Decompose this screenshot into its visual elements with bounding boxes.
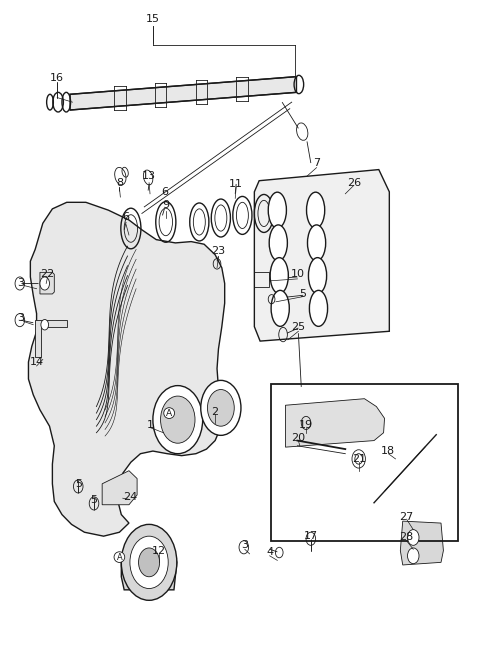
Ellipse shape xyxy=(310,291,327,327)
Circle shape xyxy=(41,319,48,330)
Text: 15: 15 xyxy=(146,14,160,24)
Text: 22: 22 xyxy=(40,270,55,279)
Polygon shape xyxy=(40,272,54,294)
Text: 19: 19 xyxy=(299,420,313,430)
Text: 6: 6 xyxy=(122,212,130,222)
Text: 17: 17 xyxy=(304,531,318,541)
Polygon shape xyxy=(254,170,389,341)
Text: 24: 24 xyxy=(123,492,137,502)
Polygon shape xyxy=(121,549,177,590)
Ellipse shape xyxy=(308,225,325,261)
Text: A: A xyxy=(166,409,172,418)
Text: 6: 6 xyxy=(161,187,168,197)
Text: 12: 12 xyxy=(152,546,166,556)
Circle shape xyxy=(160,396,195,443)
Circle shape xyxy=(40,277,49,290)
Text: 4: 4 xyxy=(266,547,273,557)
Text: 23: 23 xyxy=(211,246,226,256)
Circle shape xyxy=(408,548,419,564)
Text: 21: 21 xyxy=(352,454,366,464)
Circle shape xyxy=(355,454,362,464)
Circle shape xyxy=(121,524,177,600)
Polygon shape xyxy=(28,202,225,536)
Text: 7: 7 xyxy=(313,158,320,168)
Text: 27: 27 xyxy=(399,512,414,522)
Text: 2: 2 xyxy=(212,407,219,417)
Text: 9: 9 xyxy=(162,200,169,210)
Polygon shape xyxy=(102,471,137,504)
Ellipse shape xyxy=(271,291,289,327)
Text: 11: 11 xyxy=(229,179,243,189)
Text: 5: 5 xyxy=(300,289,307,299)
Text: 25: 25 xyxy=(291,321,305,332)
Text: 3: 3 xyxy=(241,541,248,550)
Text: 5: 5 xyxy=(75,479,82,489)
Polygon shape xyxy=(286,399,384,447)
Polygon shape xyxy=(35,320,67,358)
Text: 14: 14 xyxy=(30,357,44,367)
Circle shape xyxy=(153,386,203,454)
Ellipse shape xyxy=(268,192,287,228)
Polygon shape xyxy=(70,77,297,110)
Circle shape xyxy=(408,529,419,545)
Ellipse shape xyxy=(269,225,288,261)
Ellipse shape xyxy=(307,192,324,228)
Circle shape xyxy=(201,380,241,436)
Text: 20: 20 xyxy=(291,433,305,443)
Text: 18: 18 xyxy=(381,446,396,456)
Circle shape xyxy=(207,390,234,426)
Text: 8: 8 xyxy=(116,178,123,188)
Text: 28: 28 xyxy=(399,533,414,543)
Text: A: A xyxy=(117,552,122,562)
Ellipse shape xyxy=(270,258,288,294)
Circle shape xyxy=(130,536,168,588)
Text: 10: 10 xyxy=(290,270,304,279)
Text: 13: 13 xyxy=(142,171,156,181)
Ellipse shape xyxy=(309,258,326,294)
Circle shape xyxy=(139,548,159,577)
Text: 26: 26 xyxy=(347,178,361,188)
Bar xyxy=(271,384,458,541)
Text: 3: 3 xyxy=(17,313,24,323)
Text: 3: 3 xyxy=(17,279,24,289)
Text: 1: 1 xyxy=(146,420,154,430)
Text: 5: 5 xyxy=(91,495,97,504)
Polygon shape xyxy=(400,521,444,565)
Text: 16: 16 xyxy=(50,73,64,83)
